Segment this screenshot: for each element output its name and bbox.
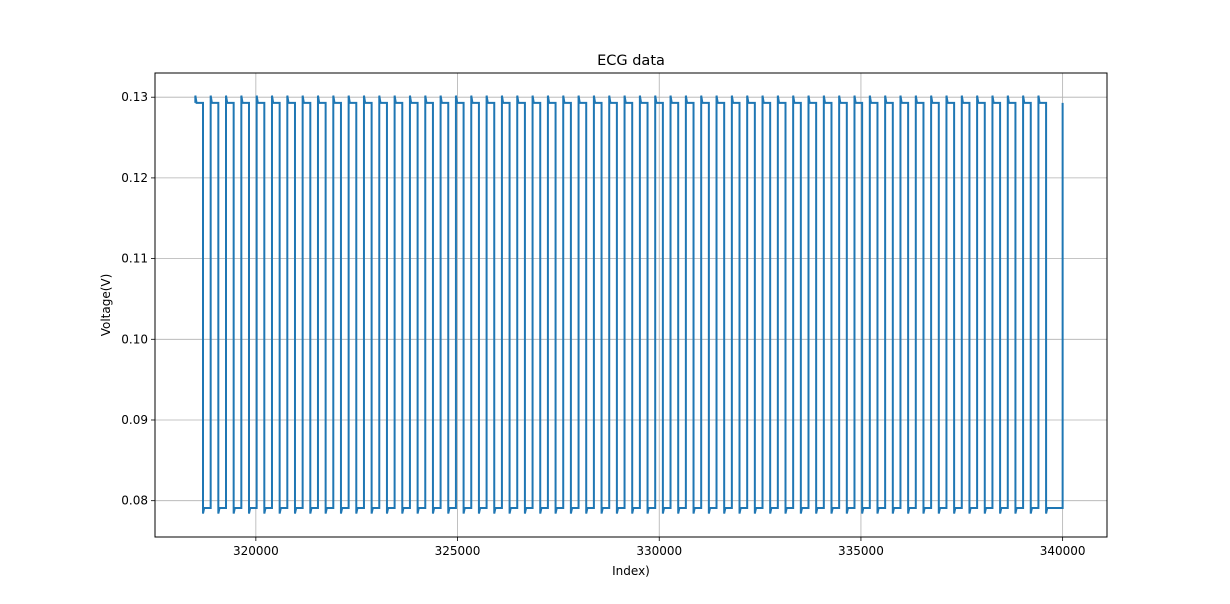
x-tick-label: 335000 xyxy=(838,544,884,558)
y-tick-label: 0.13 xyxy=(121,90,148,104)
x-tick-label: 340000 xyxy=(1040,544,1086,558)
series-layer xyxy=(194,95,1064,514)
y-tick-label: 0.11 xyxy=(121,252,148,266)
y-axis: 0.08 0.09 0.10 0.11 0.12 0.13 xyxy=(121,90,155,508)
y-tick-label: 0.09 xyxy=(121,413,148,427)
y-tick-label: 0.12 xyxy=(121,171,148,185)
x-axis: 320000 325000 330000 335000 340000 xyxy=(233,537,1086,558)
chart-title: ECG data xyxy=(597,53,665,69)
x-tick-label: 330000 xyxy=(636,544,682,558)
grid-lines xyxy=(155,73,1107,537)
y-tick-label: 0.08 xyxy=(121,494,148,508)
x-tick-label: 320000 xyxy=(233,544,279,558)
y-axis-title: Voltage(V) xyxy=(99,274,113,337)
ecg-series-line xyxy=(194,95,1064,514)
plot-frame xyxy=(154,72,1108,538)
x-axis-title: Index) xyxy=(612,564,650,578)
y-tick-label: 0.10 xyxy=(121,332,148,346)
x-tick-label: 325000 xyxy=(435,544,481,558)
